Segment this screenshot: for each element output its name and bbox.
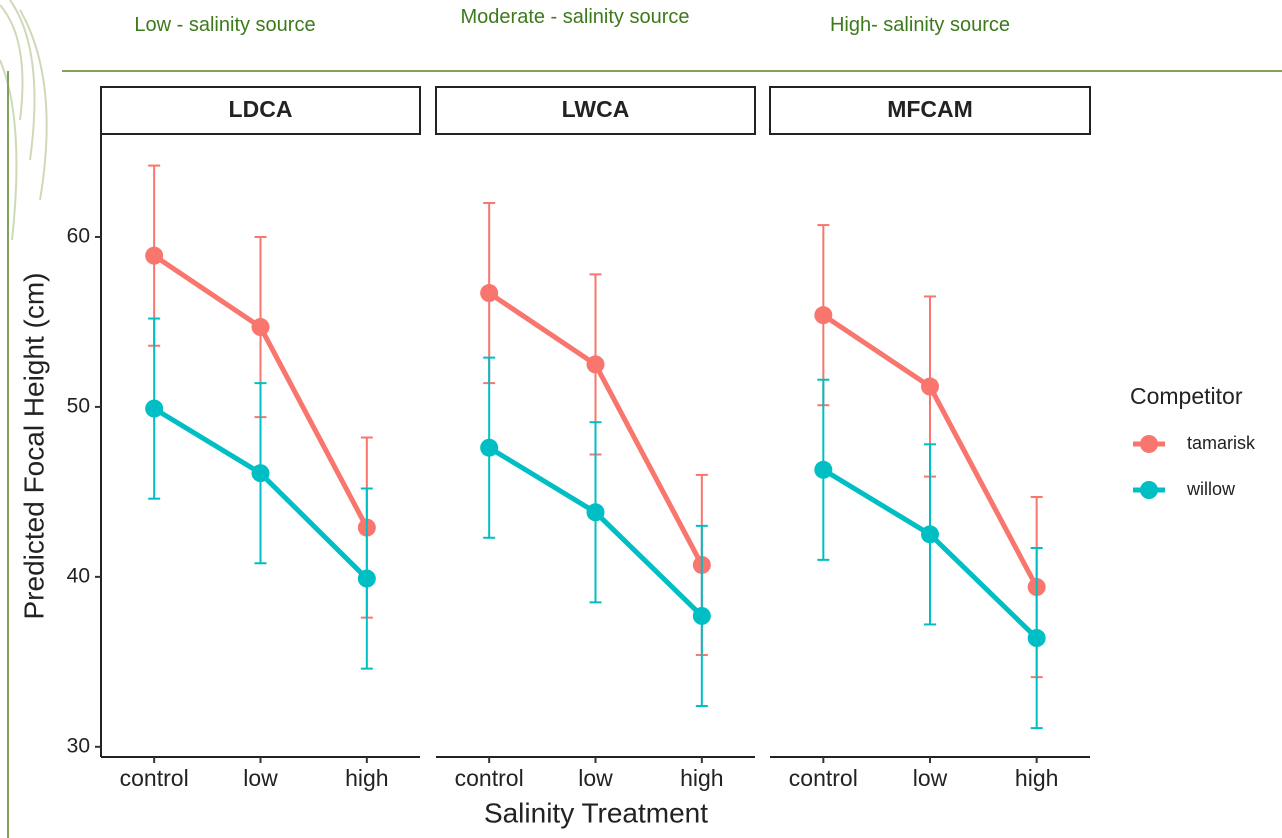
header-label: High- salinity source [829,14,1011,36]
y-tick-label: 30 [67,734,90,757]
x-tick-label: low [578,765,613,791]
legend-key [1140,435,1158,453]
point [921,377,939,396]
point [1027,629,1046,648]
legend-key [1140,481,1158,499]
point [480,438,499,457]
x-tick-label: control [455,765,524,791]
strip [100,86,421,135]
strip-label: LDCA [229,96,293,122]
legend-label: willow [1186,479,1236,499]
point [814,306,833,325]
y-tick-label: 40 [67,564,90,587]
x-tick-label: high [680,765,723,791]
x-tick-label: low [913,765,948,791]
header-label: Moderate - salinity source [460,6,690,28]
x-axis-title: Salinity Treatment [484,797,708,828]
strip [769,86,1091,135]
x-tick-label: control [120,765,189,791]
point [251,318,270,337]
x-tick-label: control [789,765,858,791]
x-tick-label: high [1015,765,1058,791]
y-tick-label: 50 [67,394,90,417]
point [586,503,605,522]
point [921,525,939,544]
x-tick-label: low [243,765,278,791]
point [145,399,164,418]
point [586,355,605,374]
header-label: Low - salinity source [134,14,316,36]
strip [435,86,756,135]
legend-label: tamarisk [1187,433,1256,453]
strip-label: MFCAM [887,96,973,122]
x-tick-label: high [345,765,388,791]
y-axis-title: Predicted Focal Height (cm) [18,272,49,619]
legend-title: Competitor [1130,383,1243,409]
decoration [0,0,48,241]
point [480,284,499,303]
strip-label: LWCA [562,96,630,122]
y-tick-label: 60 [67,225,90,248]
point [692,606,711,625]
point [814,460,833,479]
point [145,246,164,265]
point [251,464,270,483]
point [357,569,376,588]
